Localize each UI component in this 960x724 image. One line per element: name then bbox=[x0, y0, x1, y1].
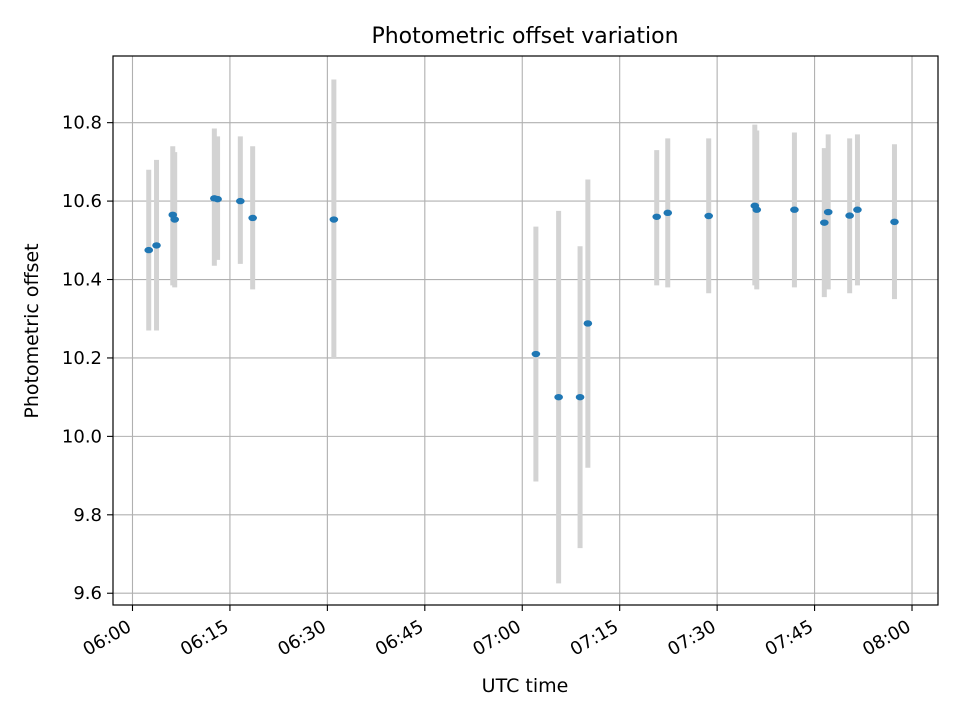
y-tick-label: 10.0 bbox=[62, 426, 102, 447]
data-point bbox=[531, 350, 541, 358]
data-point bbox=[583, 320, 593, 327]
data-point bbox=[329, 216, 339, 223]
data-point bbox=[890, 218, 899, 226]
data-point bbox=[170, 216, 180, 223]
data-point bbox=[213, 195, 222, 203]
data-point bbox=[752, 206, 762, 213]
data-point bbox=[845, 212, 854, 219]
chart-title: Photometric offset variation bbox=[371, 24, 678, 49]
y-tick-label: 10.8 bbox=[62, 113, 102, 134]
y-tick-label: 9.6 bbox=[73, 583, 102, 604]
data-point bbox=[652, 213, 662, 220]
data-point bbox=[144, 246, 154, 254]
data-point bbox=[152, 242, 161, 249]
data-point bbox=[236, 197, 245, 205]
y-tick-label: 9.8 bbox=[73, 505, 102, 526]
data-point bbox=[790, 206, 799, 213]
data-point bbox=[575, 393, 585, 401]
data-point bbox=[554, 393, 563, 401]
data-point bbox=[820, 219, 829, 226]
data-point bbox=[823, 208, 833, 216]
grid-layer bbox=[113, 56, 938, 605]
plot-frame bbox=[112, 55, 939, 606]
data-point bbox=[248, 214, 257, 222]
point-layer bbox=[144, 195, 899, 401]
y-axis-label: Photometric offset bbox=[21, 243, 43, 418]
y-tick-label: 10.4 bbox=[62, 270, 102, 291]
y-tick-label: 10.2 bbox=[62, 348, 102, 369]
y-tick-label: 10.6 bbox=[62, 191, 102, 212]
data-point bbox=[663, 209, 673, 217]
data-point bbox=[704, 212, 713, 220]
x-axis-label: UTC time bbox=[482, 675, 569, 697]
data-point bbox=[853, 206, 862, 213]
